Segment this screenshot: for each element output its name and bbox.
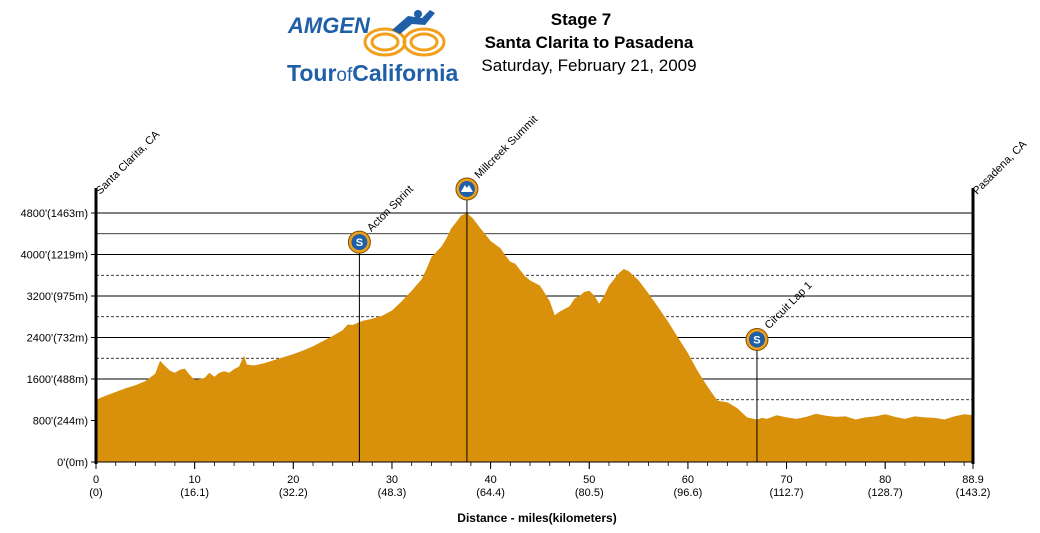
y-tick-label: 1600'(488m)	[27, 374, 88, 386]
logo-amgen-text: AMGEN	[287, 13, 371, 38]
svg-text:TourofCalifornia: TourofCalifornia	[287, 60, 459, 86]
summit-icon	[455, 177, 479, 201]
logo-swirl-icon	[363, 27, 446, 57]
y-tick-label: 800'(244m)	[33, 416, 88, 428]
place-labels: Santa Clarita, CA Pasadena, CA	[94, 128, 1030, 197]
stage-title: Stage 7	[551, 10, 611, 29]
x-tick-km: (64.4)	[476, 487, 505, 499]
x-tick-miles: 20	[287, 474, 299, 486]
logo-cyclist-icon	[392, 10, 435, 34]
x-tick-miles: 30	[386, 474, 398, 486]
x-tick-miles: 10	[189, 474, 201, 486]
svg-text:S: S	[753, 334, 760, 346]
y-tick-label: 2400'(732m)	[27, 333, 88, 345]
y-axis-ticks: 0'(0m) 800'(244m) 1600'(488m) 2400'(732m) 32…	[20, 208, 96, 469]
x-tick-km: (96.6)	[674, 487, 703, 499]
x-tick-miles: 60	[682, 474, 694, 486]
x-tick-miles: 40	[484, 474, 496, 486]
x-tick-km: (128.7)	[868, 487, 903, 499]
y-tick-label: 4000'(1219m)	[20, 250, 88, 262]
tour-logo: AMGEN TourofCalifornia	[287, 10, 459, 86]
axes	[94, 188, 975, 464]
poi-label: Millcreek Summit	[473, 113, 541, 181]
x-tick-km: (112.7)	[770, 487, 804, 499]
x-tick-km: (48.3)	[378, 487, 407, 499]
x-tick-km: (143.2)	[956, 487, 991, 499]
x-tick-km: (0)	[89, 487, 102, 499]
place-label: Santa Clarita, CA	[94, 128, 163, 197]
x-tick-km: (32.2)	[279, 487, 308, 499]
x-tick-miles: 88.9	[962, 474, 983, 486]
x-tick-miles: 70	[780, 474, 792, 486]
poi-label: Circuit Lap 1	[763, 279, 815, 331]
x-tick-miles: 0	[93, 474, 99, 486]
route-title: Santa Clarita to Pasadena	[485, 33, 694, 52]
x-axis-ticks: 0(0) 10(16.1) 20(32.2) 30(48.3) 40(64.4) 50(8…	[89, 462, 990, 499]
poi-label: Acton Sprint	[365, 183, 416, 234]
x-axis-label: Distance - miles(kilometers)	[457, 511, 616, 525]
logo-of-text: of	[336, 65, 353, 86]
y-tick-label: 4800'(1463m)	[20, 208, 88, 220]
x-tick-km: (16.1)	[180, 487, 209, 499]
x-tick-miles: 80	[879, 474, 891, 486]
place-label: Pasadena, CA	[971, 138, 1030, 197]
y-tick-label: 3200'(975m)	[27, 291, 88, 303]
logo-tour-text: Tour	[287, 60, 336, 86]
sprint-icon: S	[347, 230, 371, 254]
svg-text:S: S	[356, 237, 363, 249]
y-tick-label: 0'(0m)	[57, 457, 88, 469]
logo-california-text: California	[352, 60, 458, 86]
sprint-icon: S	[745, 327, 769, 351]
elevation-area	[96, 213, 973, 462]
x-tick-km: (80.5)	[575, 487, 604, 499]
stage-date: Saturday, February 21, 2009	[481, 56, 696, 75]
x-tick-miles: 50	[583, 474, 595, 486]
